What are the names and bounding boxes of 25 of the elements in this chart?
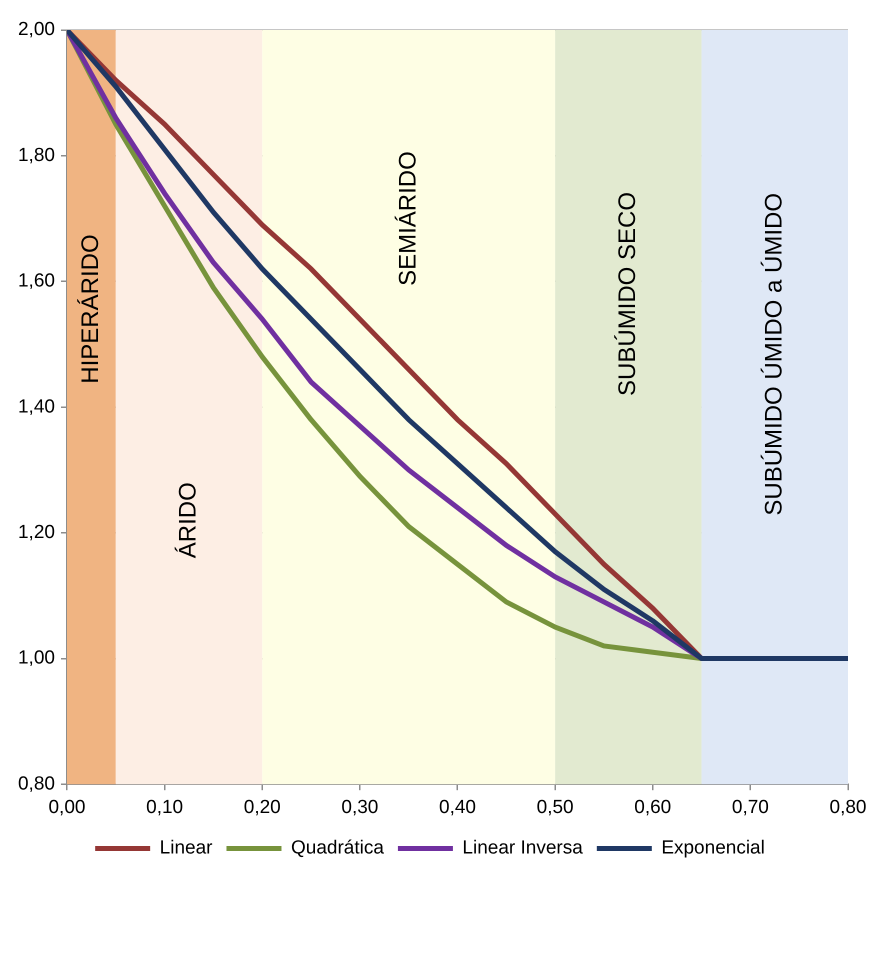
x-tick-label: 0,20: [244, 796, 281, 818]
x-tick-label: 0,50: [536, 796, 574, 818]
y-tick-label: 1,80: [18, 144, 55, 166]
band-label: ÁRIDO: [174, 482, 202, 558]
x-tick-label: 0,70: [732, 796, 769, 818]
x-tick-label: 0,60: [634, 796, 672, 818]
legend-label: Quadrática: [290, 838, 384, 859]
band-label: SEMIÁRIDO: [394, 151, 422, 286]
band-label: HIPERÁRIDO: [77, 234, 104, 384]
x-tick-label: 0,10: [146, 796, 184, 818]
y-tick-label: 1,40: [18, 396, 55, 418]
y-tick-label: 1,20: [18, 522, 55, 544]
y-tick-label: 2,00: [18, 19, 55, 40]
x-tick-label: 0,30: [341, 796, 378, 818]
band-label: SUBÚMIDO SECO: [614, 192, 641, 396]
x-tick-label: 0,00: [48, 796, 86, 818]
y-tick-label: 1,00: [18, 648, 55, 669]
legend-label: Linear Inversa: [462, 838, 584, 859]
band-label: SUBÚMIDO ÚMIDO a ÚMIDO: [760, 192, 788, 516]
legend-label: Linear: [160, 838, 214, 859]
x-tick-label: 0,40: [439, 796, 476, 818]
x-tick-label: 0,80: [830, 796, 866, 818]
y-tick-label: 0,80: [18, 773, 55, 794]
y-tick-label: 1,60: [18, 270, 55, 292]
legend-label: Exponencial: [661, 838, 765, 859]
